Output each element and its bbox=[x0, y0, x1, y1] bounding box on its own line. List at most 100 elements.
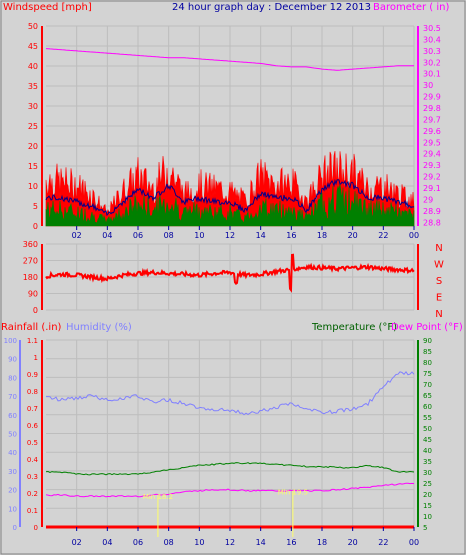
temperature-tick-label: 70 bbox=[423, 381, 432, 389]
direction-tick-label: 0 bbox=[33, 306, 38, 315]
temperature-tick-label: 55 bbox=[423, 414, 432, 422]
barometer-tick-label: 30.2 bbox=[423, 58, 441, 67]
temperature-tick-label: 90 bbox=[423, 337, 432, 345]
wind-tick-label: 15 bbox=[28, 162, 38, 171]
rain-tick-label: 0.3 bbox=[27, 473, 38, 481]
time-tick-label: 08 bbox=[164, 231, 174, 240]
barometer-tick-label: 28.9 bbox=[423, 207, 441, 216]
humidity-tick-label: 60 bbox=[8, 412, 17, 420]
barometer-tick-label: 29.5 bbox=[423, 138, 441, 147]
humidity-tick-label: 10 bbox=[8, 505, 17, 513]
wind-tick-label: 20 bbox=[28, 142, 38, 151]
rain-tick-label: 0 bbox=[34, 524, 38, 532]
rain-tick-label: 0.8 bbox=[27, 388, 38, 396]
barometer-tick-label: 29.8 bbox=[423, 104, 441, 113]
compass-label: S bbox=[436, 276, 442, 287]
time-tick-label: 22 bbox=[378, 538, 388, 547]
rain-tick-label: 0.4 bbox=[27, 456, 39, 464]
wind-tick-label: 0 bbox=[33, 222, 38, 231]
min-marker-label: Min 19.5 bbox=[278, 489, 308, 497]
wind-average-series bbox=[45, 184, 415, 227]
temperature-tick-label: 40 bbox=[423, 447, 432, 455]
temperature-tick-label: 45 bbox=[423, 436, 432, 444]
wind-tick-label: 45 bbox=[28, 42, 38, 51]
direction-tick-label: 360 bbox=[23, 240, 38, 249]
windspeed-axis-label: Windspeed [mph] bbox=[3, 2, 92, 13]
barometer-tick-label: 29.1 bbox=[423, 184, 441, 193]
wind-line-series bbox=[45, 178, 415, 217]
humidity-tick-label: 70 bbox=[8, 393, 17, 401]
time-tick-label: 12 bbox=[225, 231, 235, 240]
barometer-series bbox=[45, 48, 414, 71]
humidity-tick-label: 100 bbox=[4, 337, 17, 345]
wind-tick-label: 10 bbox=[28, 182, 38, 191]
time-tick-label: 02 bbox=[72, 231, 82, 240]
temperature-tick-label: 15 bbox=[423, 502, 432, 510]
time-tick-label: 20 bbox=[348, 538, 358, 547]
time-tick-label: 08 bbox=[164, 538, 174, 547]
barometer-tick-label: 29.6 bbox=[423, 127, 441, 136]
direction-tick-label: 270 bbox=[23, 257, 38, 266]
barometer-tick-label: 30.5 bbox=[423, 24, 441, 33]
temperature-tick-label: 60 bbox=[423, 403, 432, 411]
direction-tick-label: 180 bbox=[23, 273, 38, 282]
wind-tick-label: 40 bbox=[28, 62, 38, 71]
min-marker-label: Min 18.2 bbox=[143, 493, 173, 501]
rain-tick-label: 1 bbox=[34, 354, 38, 362]
barometer-tick-label: 30.4 bbox=[423, 35, 441, 44]
temperature-axis-label: Temperature (°F) bbox=[311, 322, 397, 333]
barometer-tick-label: 29.9 bbox=[423, 93, 441, 102]
rain-tick-label: 1.1 bbox=[27, 337, 38, 345]
time-tick-label: 22 bbox=[378, 231, 388, 240]
compass-label: E bbox=[436, 293, 442, 304]
compass-label: W bbox=[434, 260, 444, 271]
humidity-series bbox=[46, 370, 415, 416]
time-tick-label: 06 bbox=[133, 231, 143, 240]
dewpoint-axis-label: Dew Point (°F) bbox=[391, 322, 463, 333]
humidity-tick-label: 20 bbox=[8, 487, 17, 495]
humidity-tick-label: 30 bbox=[8, 468, 17, 476]
barometer-tick-label: 30.3 bbox=[423, 47, 441, 56]
time-tick-label: 14 bbox=[256, 231, 266, 240]
wind-tick-label: 25 bbox=[28, 122, 38, 131]
humidity-tick-label: 80 bbox=[8, 374, 17, 382]
temperature-tick-label: 5 bbox=[423, 524, 427, 532]
temperature-tick-label: 35 bbox=[423, 458, 432, 466]
time-tick-label: 06 bbox=[133, 538, 143, 547]
temperature-tick-label: 75 bbox=[423, 370, 432, 378]
barometer-tick-label: 29.7 bbox=[423, 115, 441, 124]
temperature-tick-label: 25 bbox=[423, 480, 432, 488]
time-tick-label: 16 bbox=[286, 538, 296, 547]
wind-tick-label: 5 bbox=[33, 202, 38, 211]
rain-tick-label: 0.1 bbox=[27, 507, 38, 515]
compass-label: N bbox=[435, 309, 442, 320]
time-tick-label: 18 bbox=[317, 538, 327, 547]
temperature-series bbox=[45, 462, 415, 476]
barometer-tick-label: 29.3 bbox=[423, 161, 441, 170]
temperature-tick-label: 50 bbox=[423, 425, 432, 433]
direction-series bbox=[45, 253, 415, 293]
temperature-tick-label: 10 bbox=[423, 513, 432, 521]
rain-tick-label: 0.5 bbox=[27, 439, 38, 447]
time-tick-label: 10 bbox=[194, 538, 204, 547]
humidity-tick-label: 40 bbox=[8, 449, 17, 457]
wind-tick-label: 30 bbox=[28, 102, 38, 111]
barometer-tick-label: 29.2 bbox=[423, 173, 441, 182]
barometer-axis-label: Barometer ( in) bbox=[373, 2, 449, 13]
barometer-tick-label: 29.4 bbox=[423, 150, 441, 159]
time-tick-label: 14 bbox=[256, 538, 266, 547]
time-tick-label: 10 bbox=[194, 231, 204, 240]
rain-tick-label: 0.7 bbox=[27, 405, 38, 413]
time-tick-label: 12 bbox=[225, 538, 235, 547]
humidity-tick-label: 90 bbox=[8, 356, 17, 364]
time-tick-label: 18 bbox=[317, 231, 327, 240]
wind-tick-label: 50 bbox=[28, 22, 38, 31]
wind-tick-label: 35 bbox=[28, 82, 38, 91]
barometer-tick-label: 30 bbox=[423, 81, 433, 90]
dewpoint-series bbox=[45, 482, 415, 498]
rain-tick-label: 0.9 bbox=[27, 371, 38, 379]
temperature-tick-label: 65 bbox=[423, 392, 432, 400]
time-tick-label: 16 bbox=[286, 231, 296, 240]
